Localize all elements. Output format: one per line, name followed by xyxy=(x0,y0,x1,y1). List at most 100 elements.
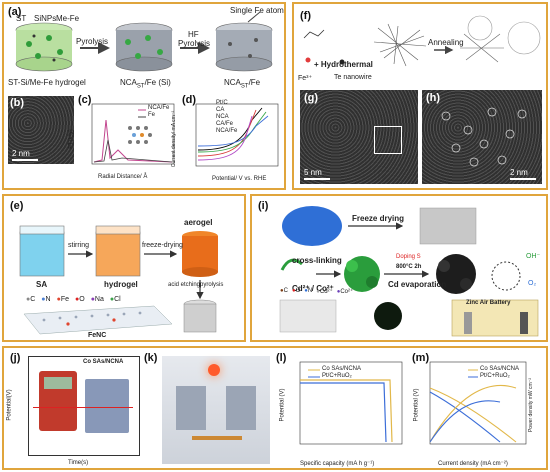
nca-si-cylinder xyxy=(115,22,173,72)
label-c: (c) xyxy=(78,94,92,106)
leaf-icon xyxy=(280,258,303,271)
legend-na: ●Na xyxy=(90,296,104,303)
xlabel-d: Potential/ V vs. RHE xyxy=(212,176,267,182)
label-i: (i) xyxy=(258,200,269,212)
zoom-box xyxy=(374,126,402,154)
panel-a-d: (a) ST SiNPs Me-Fe Pyrolysis HF Pyrolysi… xyxy=(2,2,286,190)
annealing-label: Annealing xyxy=(428,38,464,47)
single-fe-label: Single Fe atom xyxy=(230,6,284,15)
legend-c-2: Fe xyxy=(148,112,156,118)
name-nca-si: NCAST/Fe (Si) xyxy=(120,78,171,90)
freeze-drying-label: Freeze drying xyxy=(352,214,405,223)
graphene-inset xyxy=(128,126,152,144)
label-h: (h) xyxy=(426,92,441,104)
chart-j: Co SAs/NCNA xyxy=(28,356,140,456)
beaker-hydrogel xyxy=(95,225,141,277)
hydrogel-cylinder xyxy=(15,22,73,72)
fe3-label: Fe³⁺ xyxy=(298,75,313,82)
label-j: (j) xyxy=(10,352,21,364)
temp-label: 800°C 2h xyxy=(396,264,422,270)
legend-d-2: CA xyxy=(216,107,225,113)
zoom-circle xyxy=(491,261,521,291)
label-f: (f) xyxy=(300,10,311,22)
battery-label: Zinc Air Battery xyxy=(466,300,511,306)
title-j: Co SAs/NCNA xyxy=(83,359,124,365)
green-network xyxy=(344,256,380,292)
panel-e: (e) SA stirring hydrogel freeze- xyxy=(2,194,246,342)
tem-image-b: (b) 2 nm xyxy=(8,96,74,164)
scale-bar-h: 2 nm xyxy=(510,168,536,180)
chart-d xyxy=(195,103,279,167)
legend-d-5: NCA/Fe xyxy=(216,128,238,134)
fenc-sheet xyxy=(23,305,173,335)
y2label-m: Power density mW cm⁻² xyxy=(528,377,535,433)
panel-f-h: (f) + Hydrothermal Annealing Fe³⁺ Te nan… xyxy=(292,2,548,190)
cd-evap-label: Cd evaporation xyxy=(388,280,447,289)
chart-m xyxy=(429,361,527,445)
label-g: (g) xyxy=(304,92,319,104)
label-sa: SA xyxy=(36,280,48,289)
legend-c: ●C xyxy=(26,296,36,303)
label-acid: acid etching xyxy=(168,282,201,288)
legend-n: ●N xyxy=(41,296,51,303)
tem-image-g: (g) 5 nm xyxy=(300,90,418,184)
legend-i-o: ●O xyxy=(291,288,301,294)
photo-beaker xyxy=(279,299,337,333)
legend-fe: ●Fe xyxy=(56,296,69,303)
scale-bar-b: 2 nm xyxy=(12,149,38,161)
step-hf: HF xyxy=(188,30,199,39)
label-aerogel: aerogel xyxy=(184,218,213,227)
element-legend-i: ●C ●O ●N ●Cd²⁺ ●Co²⁺ xyxy=(280,288,353,295)
name-hydrogel: ST-Si/Me-Fe hydrogel xyxy=(8,78,86,87)
photo-disc xyxy=(374,302,402,330)
doping-label: Doping S xyxy=(396,254,421,260)
tem-image-h: (h) 2 nm xyxy=(422,90,542,184)
sem-image xyxy=(419,207,477,245)
ylabel-j: Potential(V) xyxy=(6,389,13,421)
label-freeze-drying: freeze-drying xyxy=(142,242,183,249)
legend-d-4: CA/Fe xyxy=(216,121,234,127)
legend-d-3: NCA xyxy=(216,114,229,120)
ylabel-m: Potential (V) xyxy=(413,388,420,422)
blue-gel xyxy=(282,206,342,246)
legend-m-1: Co SAs/NCNA xyxy=(480,366,520,372)
step-pyrolysis-2: Pyrolysis xyxy=(178,39,211,48)
label-mefe: Me-Fe xyxy=(56,14,80,23)
xlabel-m: Current density (mA cm⁻²) xyxy=(438,461,508,467)
oh-label: OH⁻ xyxy=(526,253,541,260)
fenc-cylinder xyxy=(183,299,217,333)
scheme-i xyxy=(279,206,539,337)
label-m: (m) xyxy=(412,352,430,364)
element-legend-e: ●C ●N ●Fe ●O ●Na ●Cl xyxy=(26,296,121,303)
cd-co-label: Cd²⁺ / Co²⁺ xyxy=(292,284,334,293)
legend-i-c: ●C xyxy=(280,288,288,294)
scheme-a xyxy=(15,11,273,72)
label-b: (b) xyxy=(10,97,25,109)
scale-bar-g: 5 nm xyxy=(304,168,330,180)
label-e: (e) xyxy=(10,200,24,212)
label-hydrogel: hydrogel xyxy=(104,280,138,289)
legend-cl: ●Cl xyxy=(109,296,121,303)
name-nca-fe: NCAST/Fe xyxy=(224,78,261,90)
panel-j-m: (j) Co SAs/NCNA Potential(V) Time(s) (k)… xyxy=(2,346,548,470)
scheme-f xyxy=(303,15,541,67)
nanowire-cluster xyxy=(373,23,427,67)
legend-m-2: Pt/C+RuO₂ xyxy=(480,373,510,379)
label-pyrolysis: pyrolysis xyxy=(200,282,224,288)
legend-i-n: ●N xyxy=(304,288,313,294)
annealed-structure xyxy=(460,15,541,63)
panel-i: (i) Freeze drying cross-linking Cd²⁺ / C… xyxy=(250,194,548,342)
legend-o: ●O xyxy=(75,296,85,303)
led-photo xyxy=(162,356,270,464)
label-k: (k) xyxy=(144,352,158,364)
legend-c-1: NCA/Fe xyxy=(148,105,170,111)
ylabel-l: Potential (V) xyxy=(279,388,286,422)
legend-i-co: ●Co²⁺ xyxy=(336,289,354,295)
label-stirring: stirring xyxy=(68,242,90,249)
legend-i-cd: ●Cd²⁺ xyxy=(316,289,333,295)
nca-fe-cylinder xyxy=(215,22,273,72)
legend-d-1: Pt/C xyxy=(216,100,228,106)
ylabel-d: Current density/ mA cm⁻² xyxy=(171,110,178,168)
hydrothermal-label: + Hydrothermal xyxy=(314,60,373,69)
multimeter-photo xyxy=(39,371,77,431)
